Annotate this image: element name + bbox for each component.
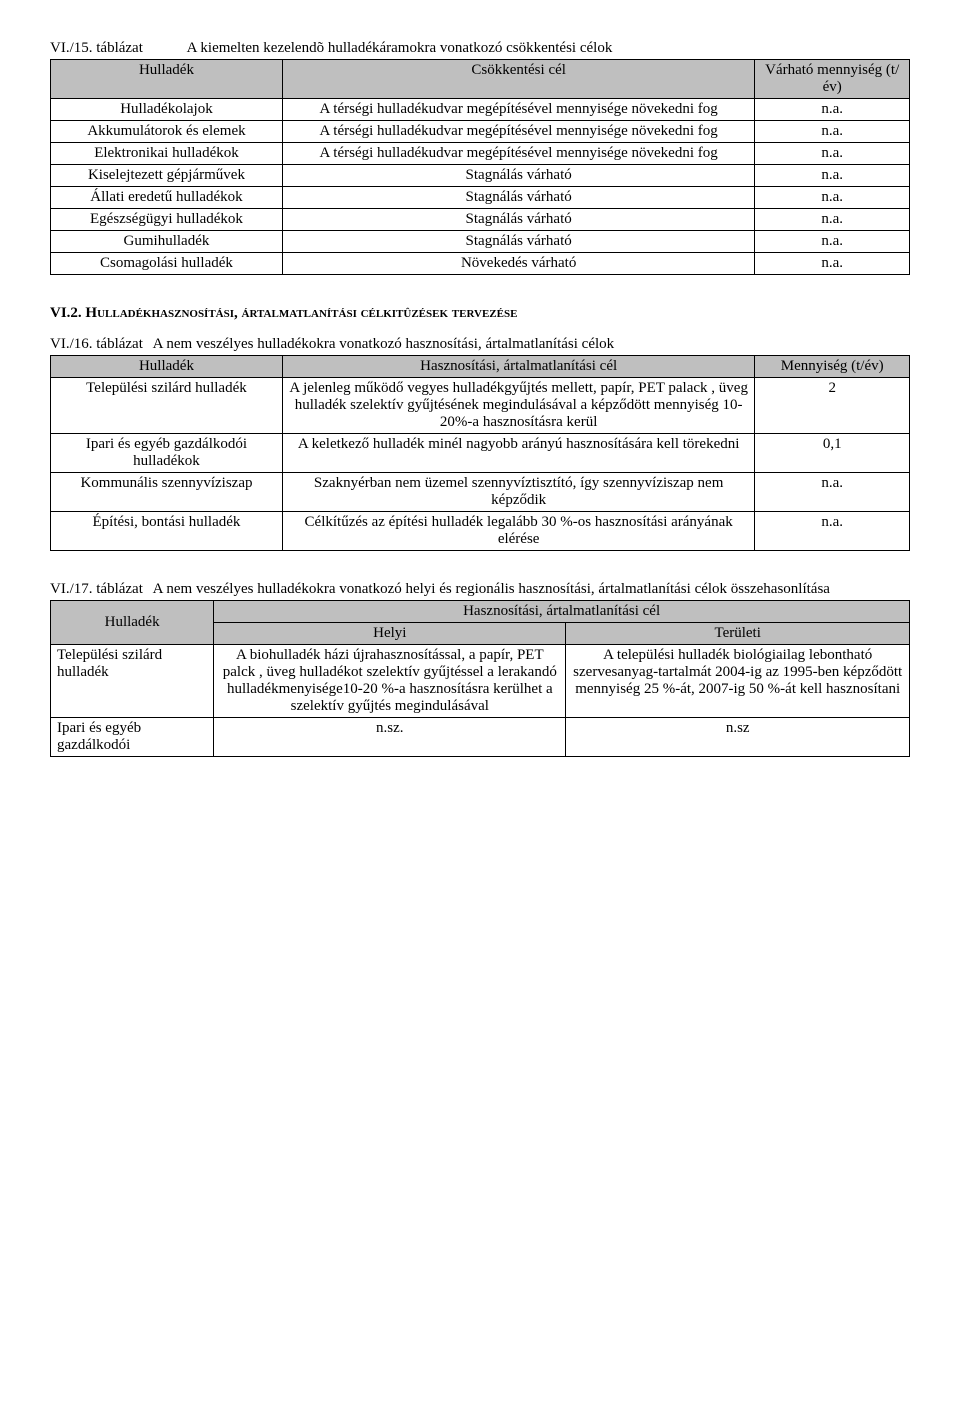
table15-h2: Csökkentési cél — [282, 60, 754, 99]
table15-title: VI./15. táblázat A kiemelten kezelendõ h… — [50, 40, 910, 57]
table17-number: VI./17. táblázat — [50, 581, 143, 597]
cell: Települési szilárd hulladék — [51, 645, 214, 718]
cell: Ipari és egyéb gazdálkodói hulladékok — [51, 434, 283, 473]
cell: Akkumulátorok és elemek — [51, 121, 283, 143]
table-row: Akkumulátorok és elemek A térségi hullad… — [51, 121, 910, 143]
cell: n.a. — [755, 99, 910, 121]
cell: n.a. — [755, 121, 910, 143]
table16-h2: Hasznosítási, ártalmatlanítási cél — [282, 356, 754, 378]
cell: Stagnálás várható — [282, 231, 754, 253]
table-row: Települési szilárd hulladék A biohulladé… — [51, 645, 910, 718]
cell: n.a. — [755, 143, 910, 165]
cell: n.a. — [755, 473, 910, 512]
table16-h3: Mennyiség (t/év) — [755, 356, 910, 378]
cell: n.a. — [755, 231, 910, 253]
cell: Növekedés várható — [282, 253, 754, 275]
table16-h1: Hulladék — [51, 356, 283, 378]
cell: n.a. — [755, 512, 910, 551]
table-row: Kommunális szennyvíziszap Szaknyérban ne… — [51, 473, 910, 512]
table16-caption: A nem veszélyes hulladékokra vonatkozó h… — [153, 336, 615, 352]
table17-sub2: Területi — [566, 623, 910, 645]
table-row: Gumihulladék Stagnálás várható n.a. — [51, 231, 910, 253]
cell: 2 — [755, 378, 910, 434]
cell: n.sz — [566, 718, 910, 757]
cell: Kiselejtezett gépjárművek — [51, 165, 283, 187]
table17-caption: A nem veszélyes hulladékokra vonatkozó h… — [153, 581, 830, 597]
table17-title: VI./17. táblázat A nem veszélyes hulladé… — [50, 581, 910, 598]
table-row: Ipari és egyéb gazdálkodói n.sz. n.sz — [51, 718, 910, 757]
cell: n.a. — [755, 253, 910, 275]
cell: n.a. — [755, 209, 910, 231]
cell: Ipari és egyéb gazdálkodói — [51, 718, 214, 757]
table15-h3: Várható mennyiség (t/év) — [755, 60, 910, 99]
table15-number: VI./15. táblázat — [50, 40, 143, 56]
table15: Hulladék Csökkentési cél Várható mennyis… — [50, 59, 910, 275]
table-row: Építési, bontási hulladék Célkítűzés az … — [51, 512, 910, 551]
table16-number: VI./16. táblázat — [50, 336, 143, 352]
table-row: Települési szilárd hulladék A jelenleg m… — [51, 378, 910, 434]
cell: 0,1 — [755, 434, 910, 473]
cell: n.a. — [755, 165, 910, 187]
section-heading: VI.2. Hulladékhasznosítási, ártalmatlaní… — [50, 305, 910, 322]
cell: Települési szilárd hulladék — [51, 378, 283, 434]
cell: A térségi hulladékudvar megépítésével me… — [282, 121, 754, 143]
cell: Célkítűzés az építési hulladék legalább … — [282, 512, 754, 551]
table-row: Kiselejtezett gépjárművek Stagnálás várh… — [51, 165, 910, 187]
cell: A keletkező hulladék minél nagyobb arány… — [282, 434, 754, 473]
cell: A térségi hulladékudvar megépítésével me… — [282, 143, 754, 165]
cell: Stagnálás várható — [282, 187, 754, 209]
table16-title: VI./16. táblázat A nem veszélyes hulladé… — [50, 336, 910, 353]
cell: Stagnálás várható — [282, 209, 754, 231]
table-row: Egészségügyi hulladékok Stagnálás várhat… — [51, 209, 910, 231]
table17-h1: Hulladék — [51, 601, 214, 645]
table15-h1: Hulladék — [51, 60, 283, 99]
cell: A jelenleg működő vegyes hulladékgyűjtés… — [282, 378, 754, 434]
cell: Kommunális szennyvíziszap — [51, 473, 283, 512]
table17-sub1: Helyi — [214, 623, 566, 645]
table-header-row: Hulladék Csökkentési cél Várható mennyis… — [51, 60, 910, 99]
cell: Szaknyérban nem üzemel szennyvíztisztító… — [282, 473, 754, 512]
table-row: Csomagolási hulladék Növekedés várható n… — [51, 253, 910, 275]
cell: n.a. — [755, 187, 910, 209]
table17-h2: Hasznosítási, ártalmatlanítási cél — [214, 601, 910, 623]
table-row: Állati eredetű hulladékok Stagnálás várh… — [51, 187, 910, 209]
table15-caption: A kiemelten kezelendõ hulladékáramokra v… — [187, 40, 613, 56]
table-row: Hulladékolajok A térségi hulladékudvar m… — [51, 99, 910, 121]
cell: Elektronikai hulladékok — [51, 143, 283, 165]
table-row: Elektronikai hulladékok A térségi hullad… — [51, 143, 910, 165]
cell: Állati eredetű hulladékok — [51, 187, 283, 209]
cell: Csomagolási hulladék — [51, 253, 283, 275]
cell: A térségi hulladékudvar megépítésével me… — [282, 99, 754, 121]
cell: Hulladékolajok — [51, 99, 283, 121]
table17: Hulladék Hasznosítási, ártalmatlanítási … — [50, 600, 910, 757]
cell: Egészségügyi hulladékok — [51, 209, 283, 231]
table-row: Ipari és egyéb gazdálkodói hulladékok A … — [51, 434, 910, 473]
table-header-row: Hulladék Hasznosítási, ártalmatlanítási … — [51, 601, 910, 623]
cell: Stagnálás várható — [282, 165, 754, 187]
table-header-row: Hulladék Hasznosítási, ártalmatlanítási … — [51, 356, 910, 378]
cell: n.sz. — [214, 718, 566, 757]
table16: Hulladék Hasznosítási, ártalmatlanítási … — [50, 355, 910, 551]
cell: A biohulladék házi újrahasznosítással, a… — [214, 645, 566, 718]
cell: Gumihulladék — [51, 231, 283, 253]
cell: Építési, bontási hulladék — [51, 512, 283, 551]
cell: A települési hulladék biológiailag lebon… — [566, 645, 910, 718]
